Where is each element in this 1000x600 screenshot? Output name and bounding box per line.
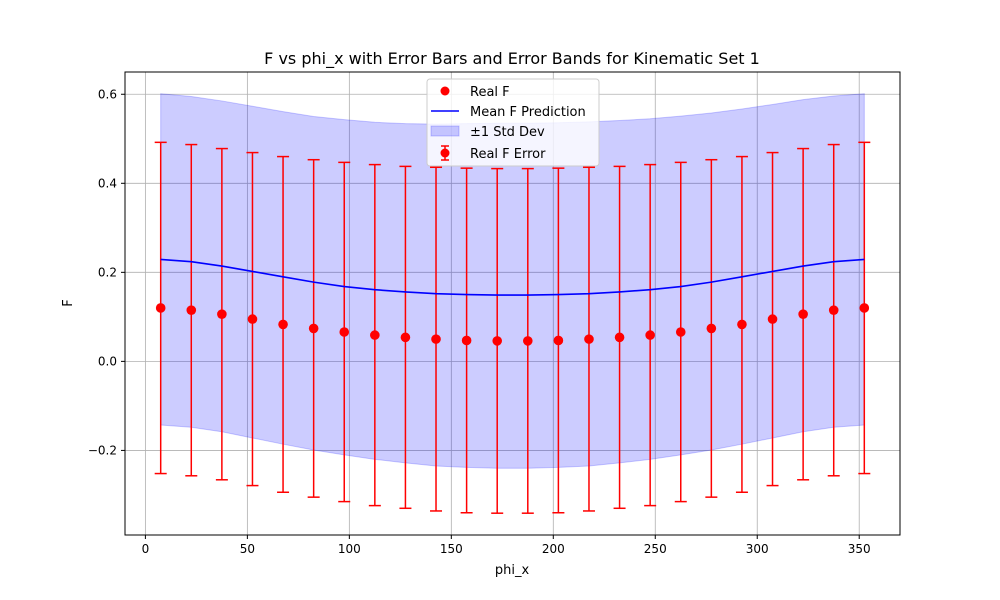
real-f-point	[828, 305, 839, 315]
plot-frame	[124, 71, 901, 536]
real-f-point	[798, 309, 808, 319]
legend-marker-std-dev	[430, 125, 460, 137]
real-f-point	[645, 330, 655, 340]
y-tick-label: 0.0	[98, 354, 117, 368]
real-f-point	[247, 314, 258, 324]
real-f-point	[155, 303, 166, 313]
x-axis-label: phi_x	[495, 563, 530, 578]
y-tick-label: −0.2	[88, 443, 117, 457]
x-tick-label: 0	[142, 542, 150, 556]
real-f-point	[461, 335, 472, 346]
x-tick-label: 150	[440, 542, 463, 556]
axis-ticks: 0 50 100 150 200 250 300 350 −0.2 0.0 0.2 0.4 0.6	[88, 87, 871, 556]
x-tick-label: 350	[848, 542, 871, 556]
real-f-point	[859, 303, 870, 313]
chart-legend: Real F Mean F Prediction ±1 Std Dev Real…	[426, 78, 600, 167]
legend-label-mean-prediction: Mean F Prediction	[470, 105, 586, 120]
real-f-point	[217, 309, 227, 319]
mean-prediction-line	[160, 258, 865, 296]
real-f-point	[553, 335, 564, 346]
x-tick-label: 100	[338, 542, 361, 556]
legend-label-real-f-error: Real F Error	[470, 147, 546, 162]
x-tick-label: 200	[542, 542, 565, 556]
legend-box	[426, 78, 600, 167]
chart-title: F vs phi_x with Error Bars and Error Ban…	[264, 49, 760, 69]
legend-marker-real-f	[440, 86, 450, 96]
y-axis-label: F	[61, 299, 76, 306]
x-tick-label: 250	[644, 542, 667, 556]
real-f-point	[492, 336, 503, 346]
x-tick-label: 50	[240, 542, 255, 556]
real-f-points	[155, 303, 870, 346]
real-f-point	[186, 305, 197, 315]
mean-prediction-path	[160, 258, 865, 296]
x-tick-label: 300	[746, 542, 769, 556]
real-f-point	[370, 330, 380, 340]
real-f-point	[737, 319, 747, 330]
real-f-point	[522, 336, 533, 346]
y-tick-label: 0.4	[98, 176, 117, 190]
legend-label-std-dev: ±1 Std Dev	[470, 125, 545, 140]
real-f-point	[675, 327, 686, 337]
real-f-point	[339, 327, 350, 337]
real-f-point	[584, 334, 594, 344]
legend-label-real-f: Real F	[470, 85, 510, 100]
legend-marker-real-f-error	[440, 145, 450, 161]
y-tick-label: 0.2	[98, 265, 117, 279]
real-f-point	[431, 334, 441, 344]
real-f-point	[706, 323, 717, 334]
real-f-point	[278, 319, 288, 330]
real-f-point	[308, 323, 319, 334]
real-f-point	[614, 332, 625, 343]
real-f-point	[767, 314, 778, 324]
y-tick-label: 0.6	[98, 87, 117, 101]
real-f-point	[400, 332, 411, 343]
